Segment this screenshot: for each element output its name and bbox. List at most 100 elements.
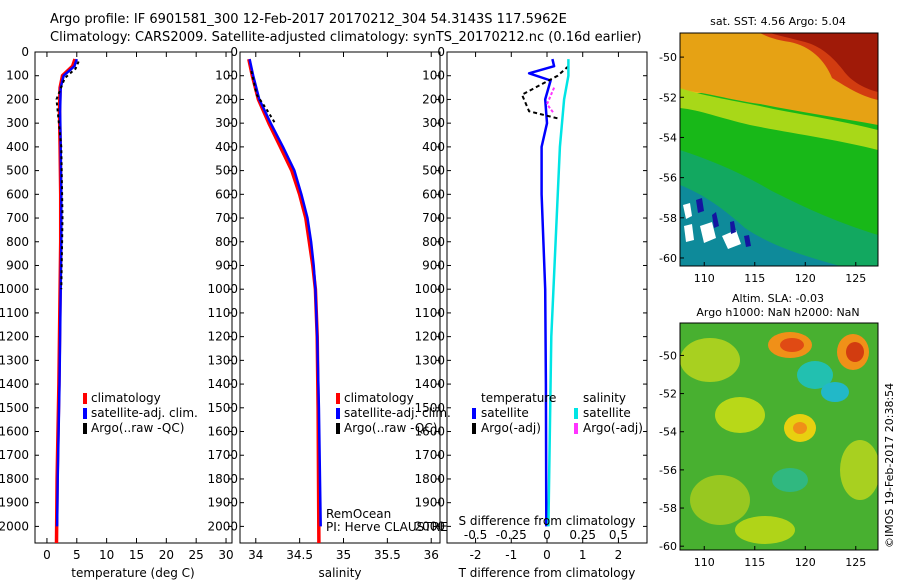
lat-tick-label: -50 (659, 349, 677, 362)
legend-climatology-swatch (83, 393, 87, 404)
depth-tick-label: 1600 (414, 425, 445, 439)
depth-tick-label: 1700 (0, 448, 29, 462)
legend-argo-label: Argo(..raw -QC) (344, 421, 437, 435)
series-line-argo-raw-qc (55, 61, 80, 290)
legend-temperature-title: temperature (481, 391, 556, 405)
depth-tick-label: 1600 (0, 425, 29, 439)
depth-tick-label: 400 (422, 140, 445, 154)
depth-tick-label: 900 (215, 258, 238, 272)
depth-tick-label: 400 (6, 140, 29, 154)
temperature-axes-frame (34, 51, 233, 544)
depth-tick-label: 1200 (414, 330, 445, 344)
legend-salinity-title: salinity (583, 391, 626, 405)
legend-temp-satellite-swatch (472, 408, 476, 419)
series-line-temperature-argo-adj (521, 65, 570, 120)
legend-sal-argo-swatch (574, 423, 578, 434)
depth-tick-label: 1300 (0, 353, 29, 367)
temperature-xlabel: temperature (deg C) (71, 566, 194, 580)
difference-series (521, 58, 570, 527)
depth-tick-label: 0 (437, 45, 445, 59)
depth-tick-label: 1100 (414, 306, 445, 320)
depth-tick-label: 600 (215, 187, 238, 201)
depth-tick-label: 1300 (207, 353, 238, 367)
depth-tick-label: 1100 (0, 306, 29, 320)
imos-credit: ©IMOS 19-Feb-2017 20:38:54 (883, 383, 896, 548)
depth-tick-label: 100 (6, 69, 29, 83)
sla-map-image (680, 323, 878, 550)
depth-tick-label: 1500 (414, 401, 445, 415)
salinity-xlabel: salinity (318, 566, 361, 580)
temperature-legend: climatology satellite-adj. clim. Argo(..… (83, 391, 198, 435)
depth-tick-label: 300 (6, 116, 29, 130)
depth-tick-label: 1800 (414, 472, 445, 486)
salinity-axes-frame (239, 51, 441, 544)
header-line2: Climatology: CARS2009. Satellite-adjuste… (50, 30, 642, 45)
depth-tick-label: 2000 (207, 519, 238, 533)
depth-tick-label: 1000 (414, 282, 445, 296)
depth-tick-label: 0 (230, 45, 238, 59)
lat-tick-label: -60 (659, 540, 677, 553)
depth-tick-label: 1000 (207, 282, 238, 296)
x-tick-label: -2 (470, 548, 482, 562)
depth-tick-label: 2000 (0, 519, 29, 533)
lon-tick-label: 115 (744, 556, 765, 569)
depth-tick-label: 200 (6, 92, 29, 106)
lat-tick-label: -50 (659, 51, 677, 64)
x-tick-label: 2 (615, 548, 623, 562)
x-tick-label: 20 (159, 548, 174, 562)
depth-tick-label: 100 (422, 69, 445, 83)
sla-map-title-1: Altim. SLA: -0.03 (732, 292, 824, 305)
lat-tick-label: -52 (659, 388, 677, 401)
x-tick-label: 35.5 (374, 548, 401, 562)
salinity-ticks: 0 100 200 300 400 500 600 700 800 900 1000 1100 1200… (207, 45, 440, 562)
lon-tick-label: 115 (744, 272, 765, 285)
s-difference-tick-label: 0 (543, 528, 551, 542)
depth-tick-label: 800 (422, 235, 445, 249)
lat-tick-label: -54 (659, 426, 677, 439)
sst-map: sat. SST: 4.56 Argo: 5.04 -50-52-54-56-5… (659, 15, 879, 285)
depth-tick-label: 600 (422, 187, 445, 201)
x-tick-label: 30 (218, 548, 233, 562)
depth-tick-label: 300 (422, 116, 445, 130)
depth-tick-label: 100 (215, 69, 238, 83)
depth-tick-label: 700 (422, 211, 445, 225)
depth-tick-label: 1700 (207, 448, 238, 462)
depth-tick-label: 1000 (0, 282, 29, 296)
series-line-temperature-satellite (527, 58, 556, 527)
depth-tick-label: 800 (215, 235, 238, 249)
legend-satellite-label: satellite-adj. clim. (344, 406, 451, 420)
difference-xlabel: T difference from climatology (458, 566, 636, 580)
lat-tick-label: -52 (659, 91, 677, 104)
depth-axis-labels: 0 100 200 300 400 500 600 700 800 900 1000 1100 1200… (0, 45, 29, 533)
depth-tick-label: 300 (215, 116, 238, 130)
temperature-series (54, 58, 80, 544)
legend-satellite-label: satellite-adj. clim. (91, 406, 198, 420)
series-line-salinity-satellite (547, 59, 570, 527)
legend-temp-argo-label: Argo(-adj) (481, 421, 541, 435)
lon-tick-label: 110 (694, 556, 715, 569)
depth-tick-label: 1400 (0, 377, 29, 391)
legend-climatology-swatch (336, 393, 340, 404)
legend-argo-swatch (336, 423, 340, 434)
depth-tick-label: 2000 (414, 519, 445, 533)
s-difference-tick-labels: -0.5 -0.25 0 0.25 0.5 (464, 528, 628, 542)
difference-panel: 0100200300400500600700800900100011001200… (414, 45, 648, 580)
legend-satellite-swatch (83, 408, 87, 419)
depth-tick-label: 1300 (414, 353, 445, 367)
x-tick-label: 36 (424, 548, 439, 562)
legend-argo-swatch (83, 423, 87, 434)
depth-tick-label: 1500 (207, 401, 238, 415)
lat-tick-label: -54 (659, 131, 677, 144)
legend-climatology-label: climatology (91, 391, 161, 405)
series-line-argo-raw-qc (250, 70, 276, 124)
x-tick-label: 25 (189, 548, 204, 562)
legend-sal-argo-label: Argo(-adj) (583, 421, 643, 435)
s-difference-tick-label: -0.5 (464, 528, 487, 542)
depth-tick-label: 600 (6, 187, 29, 201)
difference-ticks: 0100200300400500600700800900100011001200… (414, 45, 647, 562)
depth-tick-label: 1400 (207, 377, 238, 391)
header-line1: Argo profile: IF 6901581_300 12-Feb-2017… (50, 12, 567, 27)
sst-map-image (680, 33, 878, 266)
lon-tick-label: 120 (795, 272, 816, 285)
